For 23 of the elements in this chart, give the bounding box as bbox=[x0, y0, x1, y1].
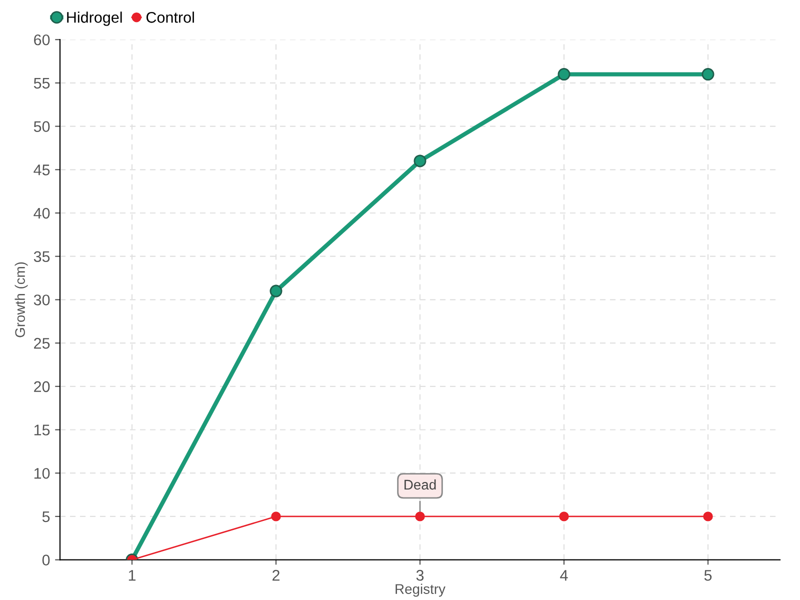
legend-label: Hidrogel bbox=[67, 12, 122, 26]
y-tick-label: 55 bbox=[34, 78, 50, 89]
x-tick-label: 1 bbox=[128, 570, 136, 581]
x-tick-label: 4 bbox=[560, 570, 568, 581]
y-tick-label: 40 bbox=[34, 208, 50, 219]
annotation: Dead bbox=[404, 479, 436, 490]
y-axis-title: Growth (cm) bbox=[14, 262, 28, 338]
y-tick-label: 15 bbox=[34, 424, 50, 436]
y-tick-label: 0 bbox=[42, 554, 50, 566]
y-tick-label: 60 bbox=[34, 34, 50, 46]
y-tick-label: 35 bbox=[34, 251, 50, 262]
y-tick-label: 50 bbox=[34, 121, 50, 132]
x-tick-label: 3 bbox=[416, 570, 424, 581]
y-tick-label: 10 bbox=[34, 468, 50, 479]
y-tick-label: 20 bbox=[34, 381, 50, 392]
x-tick-label: 2 bbox=[272, 570, 280, 581]
legend-label: Control bbox=[146, 12, 194, 23]
x-tick-label: 5 bbox=[704, 570, 712, 581]
y-tick-label: 45 bbox=[34, 164, 50, 176]
x-axis-title: Registry bbox=[396, 584, 446, 597]
y-tick-label: 30 bbox=[34, 294, 50, 306]
y-tick-label: 5 bbox=[42, 511, 50, 522]
y-tick-label: 25 bbox=[34, 338, 50, 349]
